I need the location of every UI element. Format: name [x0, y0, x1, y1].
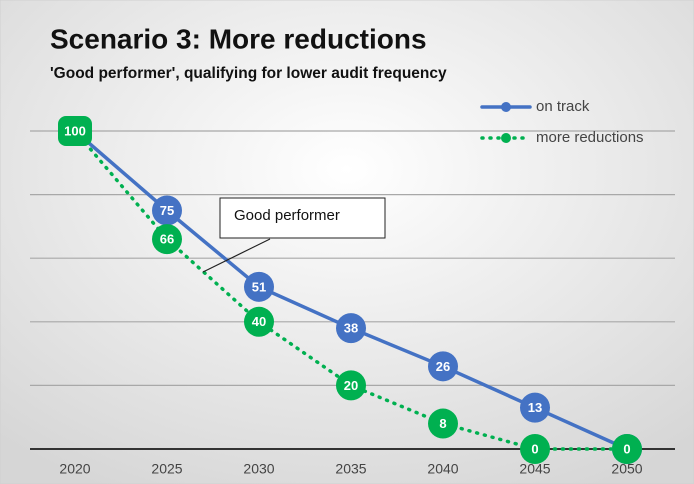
x-tick-label: 2020	[59, 461, 90, 477]
data-label: 13	[528, 400, 542, 415]
chart-subtitle: 'Good performer', qualifying for lower a…	[50, 65, 447, 82]
marker	[520, 434, 550, 464]
data-label: 0	[623, 441, 630, 456]
data-label: 38	[344, 321, 358, 336]
marker	[428, 408, 458, 439]
data-label: 51	[252, 279, 266, 294]
data-label: 26	[436, 359, 450, 374]
annotation-leader	[202, 238, 271, 273]
marker	[244, 306, 274, 337]
marker	[336, 370, 366, 401]
data-label: 100	[64, 123, 86, 138]
data-label: 8	[439, 416, 446, 431]
annotation: Good performer	[234, 207, 340, 224]
x-tick-label: 2050	[611, 461, 642, 477]
x-tick-label: 2035	[335, 461, 366, 477]
marker	[58, 116, 92, 146]
chart-title: Scenario 3: More reductions	[50, 23, 427, 54]
marker	[428, 351, 458, 382]
data-label: 20	[344, 378, 358, 393]
marker	[152, 195, 182, 226]
legend-marker	[501, 102, 511, 112]
marker	[520, 392, 550, 423]
data-label: 0	[531, 441, 538, 456]
marker	[612, 434, 642, 464]
x-tick-label: 2045	[519, 461, 550, 477]
legend-label: on track	[536, 98, 590, 115]
marker	[152, 224, 182, 255]
legend-label: more reductions	[536, 129, 644, 146]
x-tick-label: 2025	[151, 461, 182, 477]
legend-marker	[501, 133, 511, 143]
data-label: 75	[160, 203, 174, 218]
data-label: 66	[160, 232, 174, 247]
marker	[244, 271, 274, 302]
data-label: 40	[252, 314, 266, 329]
x-tick-label: 2040	[427, 461, 458, 477]
x-tick-label: 2030	[243, 461, 274, 477]
annotation-box	[219, 197, 386, 239]
marker	[336, 313, 366, 344]
